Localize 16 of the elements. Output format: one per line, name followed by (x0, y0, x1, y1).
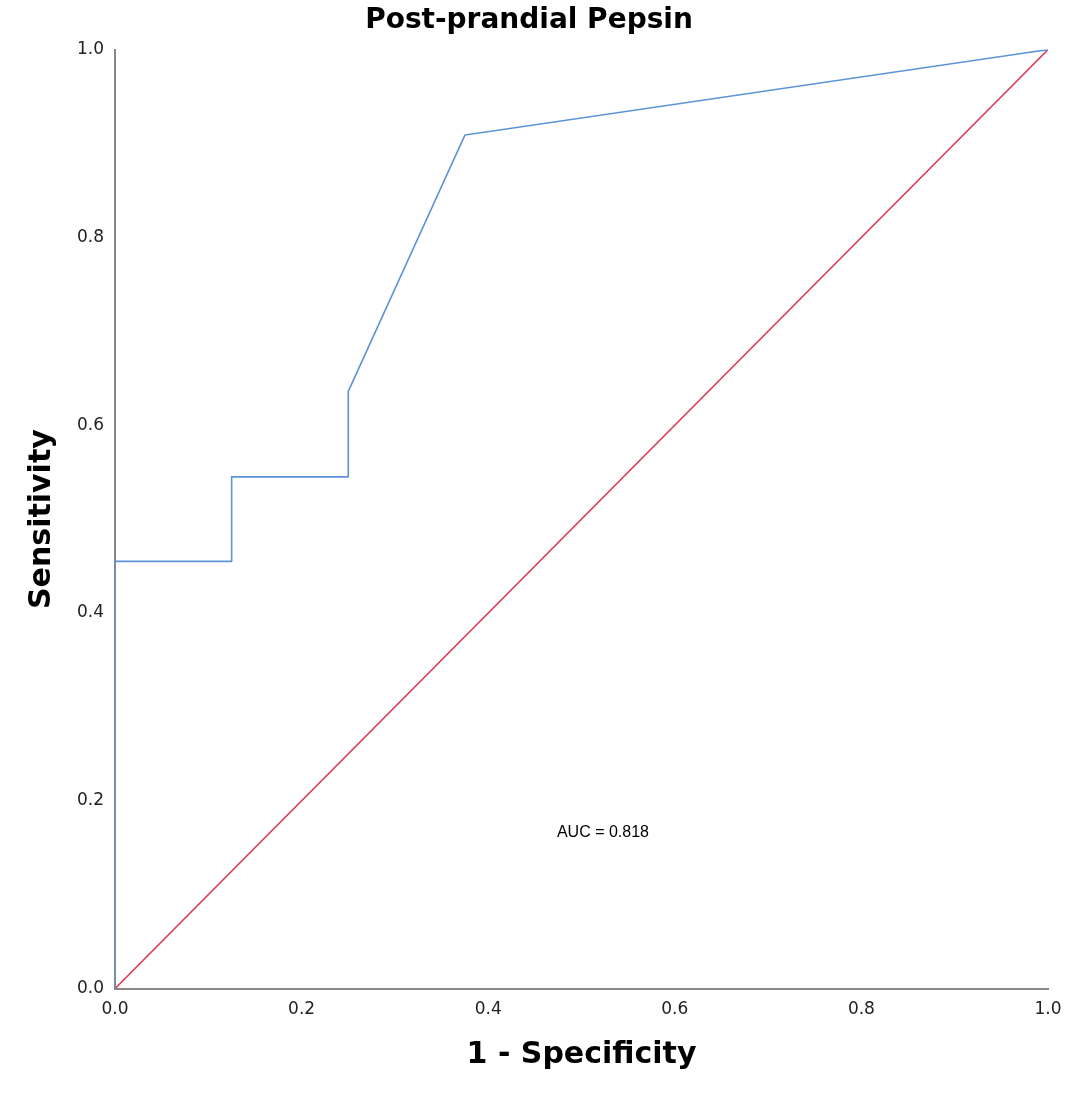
x-tick-label: 0.4 (474, 998, 502, 1019)
chart-title: Post-prandial Pepsin (365, 2, 693, 36)
x-tick-label: 0.8 (847, 998, 875, 1019)
x-axis-title: 1 - Specificity (466, 1034, 697, 1070)
annotation: AUC = 0.818 (556, 823, 650, 841)
y-tick-label: 0.2 (76, 789, 105, 810)
y-tick-label: 0.4 (76, 601, 105, 622)
y-axis-title: Sensitivity (21, 428, 57, 610)
y-tick-label: 0.0 (76, 977, 105, 998)
x-tick-label: 0.2 (288, 998, 316, 1019)
x-tick-label: 0.0 (101, 998, 129, 1019)
y-tick-label: 0.6 (76, 413, 105, 434)
x-tick-label: 1.0 (1034, 998, 1062, 1019)
y-tick-label: 1.0 (76, 38, 105, 59)
x-tick-label: 0.6 (661, 998, 689, 1019)
y-tick-label: 0.8 (76, 225, 105, 246)
